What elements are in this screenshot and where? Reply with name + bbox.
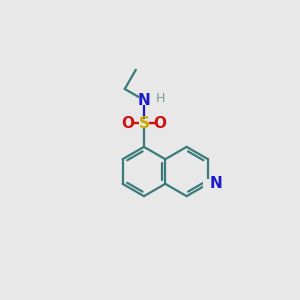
Text: O: O: [154, 116, 166, 131]
Text: H: H: [156, 92, 166, 105]
Bar: [139, 95, 148, 105]
Bar: [203, 179, 213, 188]
Bar: [139, 119, 148, 128]
Bar: [123, 118, 133, 128]
Text: N: N: [138, 93, 150, 108]
Bar: [155, 118, 165, 128]
Text: S: S: [139, 116, 149, 131]
Text: N: N: [209, 176, 222, 191]
Text: O: O: [122, 116, 134, 131]
